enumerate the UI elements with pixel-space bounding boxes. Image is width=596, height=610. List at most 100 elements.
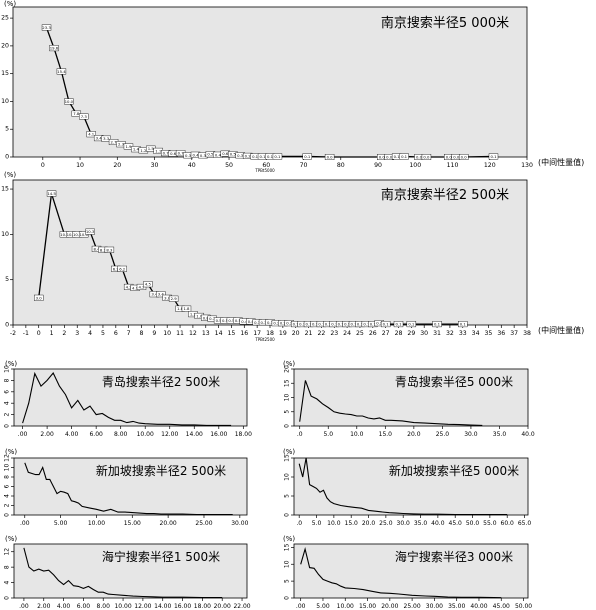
series-line [23, 547, 223, 599]
data-label-box [86, 131, 96, 138]
x-tick-label: .0 [297, 431, 303, 438]
data-label: 10.0 [64, 98, 74, 105]
x-tick-label: 20.0 [407, 431, 421, 438]
data-label-box [488, 153, 499, 160]
y-tick-label: 12 [4, 454, 11, 462]
x-tick-label: 35 [485, 330, 493, 337]
data-label-text: 10.0 [79, 232, 88, 237]
x-tick-label: 8.00 [114, 431, 128, 438]
y-tick-label: 0 [4, 513, 11, 517]
x-tick-label: 35.00 [448, 603, 465, 610]
x-tick-label: 0 [37, 330, 41, 337]
data-label-text: 0.0 [446, 155, 453, 160]
data-label-text: 0.2 [286, 321, 293, 326]
x-tick-label: 8.00 [97, 603, 111, 610]
y-tick-label: 4 [4, 401, 11, 405]
data-label-text: 0.1 [312, 322, 319, 327]
x-tick-label: 5 [101, 330, 105, 337]
y-tick-label: 0 [284, 424, 291, 428]
x-tick-label: 12 [189, 330, 197, 337]
data-label-text: 0.1 [274, 154, 281, 159]
x-tick-label: 10.00 [114, 603, 131, 610]
data-label: 2.9 [168, 295, 179, 302]
data-label-text: 4.2 [138, 284, 145, 289]
data-label-text: 0.5 [222, 318, 229, 323]
data-label-box [101, 135, 111, 142]
x-tick-label: 20.00 [214, 603, 231, 610]
chart-title: 青岛搜索半径5 000米 [395, 374, 513, 389]
data-label-text: 3.0 [36, 295, 43, 300]
x-tick-label: 27 [382, 330, 390, 337]
x-tick-label: 0 [41, 162, 45, 169]
chart-title: 新加坡搜索半径5 000米 [389, 463, 519, 478]
x-tick-label: 18.00 [194, 603, 211, 610]
data-label-text: 8.3 [100, 247, 107, 252]
data-label: 19.6 [49, 45, 59, 52]
x-tick-label: 8 [140, 330, 144, 337]
data-label-text: 0.1 [434, 322, 441, 327]
data-label-text: 0.1 [338, 322, 345, 327]
x-tick-label: 20.00 [160, 520, 177, 527]
x-tick-label: 2 [62, 330, 66, 337]
y-tick-label: 10 [4, 464, 11, 472]
x-tick-label: 24 [343, 330, 351, 337]
y-tick-label: 12 [4, 548, 11, 556]
data-label-text: 0.8 [203, 315, 210, 320]
x-tick-label: 15.00 [124, 520, 141, 527]
x-tick-label: 50 [225, 162, 233, 169]
chart-title: 青岛搜索半径2 500米 [102, 374, 220, 389]
y-tick-label: 8 [4, 378, 11, 382]
x-tick-label: 3 [75, 330, 79, 337]
data-label-box [458, 153, 469, 160]
y-tick-label: 15 [284, 454, 291, 462]
y-tick-label: 15 [1, 70, 9, 77]
data-label: 7.3 [79, 113, 89, 120]
x-tick-label: 30.00 [231, 520, 248, 527]
data-label-text: 0.7 [209, 316, 216, 321]
series-line [24, 462, 233, 516]
data-label: 10.3 [85, 228, 95, 235]
x-tick-label: .00 [18, 431, 28, 438]
data-label-text: 1.1 [155, 148, 162, 153]
data-label: 0.1 [272, 153, 283, 160]
x-tick-label: 13 [202, 330, 210, 337]
data-label-box [421, 153, 432, 160]
data-label-text: 1.0 [196, 313, 203, 318]
x-tick-label: 15.0 [345, 520, 359, 527]
x-tick-label: 6.00 [89, 431, 103, 438]
x-tick-label: 21 [305, 330, 313, 337]
data-label-text: 10.0 [67, 232, 76, 237]
data-label-text: 0.1 [306, 322, 313, 327]
x-tick-label: 20.00 [381, 603, 398, 610]
data-label-text: 3.4 [96, 136, 103, 141]
data-label-text: 3.0 [164, 295, 171, 300]
data-label-box [117, 265, 127, 272]
y-tick-label: 0 [284, 596, 291, 600]
data-label-text: 0.1 [383, 322, 390, 327]
data-label-text: 0.1 [293, 322, 300, 327]
data-label: 0.1 [399, 153, 409, 160]
x-tick-label: 36 [497, 330, 505, 337]
chart-panel-1: 0 5 10 15 20 25 0 10 20 30 40 50 60 70 80 90 100 110 120 13… [1, 0, 584, 173]
x-tick-label: 4.00 [65, 431, 79, 438]
y-tick-label: 8 [4, 565, 11, 569]
data-label: 4.1 [86, 131, 96, 138]
data-label-text: 7.3 [81, 114, 88, 119]
x-tick-label: 16.00 [210, 431, 227, 438]
data-label-box [56, 68, 67, 75]
y-tick-label: 5 [284, 579, 291, 583]
data-label-text: 0.3 [261, 320, 268, 325]
x-tick-label: 6 [114, 330, 118, 337]
x-tick-label: .00 [19, 603, 29, 610]
y-tick-label: 0 [5, 154, 9, 161]
x-tick-label: 18.00 [235, 431, 252, 438]
x-tick-label: 25.0 [379, 520, 393, 527]
data-label-box [432, 321, 442, 328]
data-label-text: 0.1 [344, 322, 351, 327]
data-label: 0.1 [380, 321, 391, 328]
x-tick-label: 4.00 [57, 603, 71, 610]
x-tick-label: 14.00 [154, 603, 171, 610]
x-tick-label: 34 [472, 330, 480, 337]
